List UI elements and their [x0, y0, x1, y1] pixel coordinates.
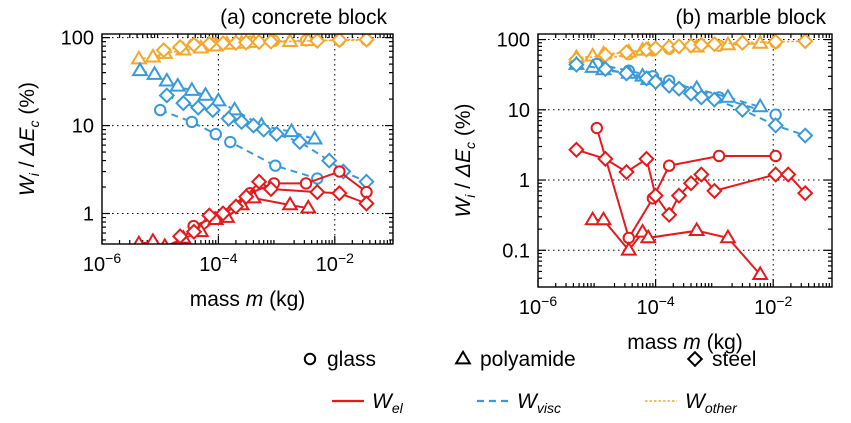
legend-item-W_visc: Wvisc: [477, 390, 561, 416]
x-tick-label: 10−2: [316, 250, 354, 276]
y-tick-label: 10: [508, 100, 530, 122]
legend: glass polyamide steel Wel Wvisc Wother: [305, 348, 757, 416]
legend-item-W_other: Wother: [645, 390, 738, 416]
data-point: [301, 178, 311, 188]
y-axis-label: Wi / ΔEc (%): [16, 82, 42, 196]
data-point: [592, 123, 602, 133]
y-tick-label: 100: [61, 28, 94, 50]
legend-marker-polyamide: [456, 352, 470, 364]
y-tick-label: 0.1: [502, 240, 530, 262]
data-point: [714, 151, 724, 161]
data-point: [211, 129, 221, 139]
x-tick-label: 10−6: [83, 250, 121, 276]
plot-area: [102, 34, 393, 244]
y-tick-label: 10: [72, 116, 94, 138]
data-point: [334, 166, 344, 176]
panel-a: 10−6 10−4 10−2 1 10 100 (a) concrete block mass…: [16, 6, 393, 311]
legend-item-polyamide: polyamide: [456, 348, 576, 371]
data-point: [155, 105, 165, 115]
legend-item-glass: glass: [305, 348, 376, 371]
panel-title: (a) concrete block: [220, 6, 387, 29]
y-axis-label: Wi / ΔEc (%): [452, 103, 478, 217]
x-tick-label: 10−4: [636, 293, 674, 319]
data-point: [187, 117, 197, 127]
panel-b: 10−6 10−4 10−2 0.1 1 10 100 (b) marble block mas…: [452, 6, 832, 354]
legend-label: steel: [712, 348, 756, 371]
plot-area: [538, 34, 832, 287]
data-point: [270, 160, 280, 170]
legend-item-W_el: Wel: [332, 390, 404, 416]
data-point: [664, 160, 674, 170]
data-point: [157, 253, 171, 267]
y-tick-label: 100: [497, 30, 530, 52]
data-point: [770, 151, 780, 161]
legend-label: Wvisc: [517, 390, 561, 416]
x-tick-label: 10−6: [519, 293, 557, 319]
data-point: [225, 137, 235, 147]
x-axis-label: mass m (kg): [190, 288, 306, 311]
legend-marker-steel: [688, 352, 702, 366]
x-tick-label: 10−4: [199, 250, 237, 276]
legend-label: glass: [327, 348, 376, 371]
legend-label: Wother: [685, 390, 738, 416]
y-tick-label: 1: [519, 170, 530, 192]
legend-marker-glass: [305, 354, 315, 364]
legend-label: polyamide: [480, 348, 576, 371]
y-tick-label: 1: [83, 204, 94, 226]
x-tick-label: 10−2: [754, 293, 792, 319]
legend-label: Wel: [372, 390, 404, 416]
panel-title: (b) marble block: [675, 6, 826, 29]
